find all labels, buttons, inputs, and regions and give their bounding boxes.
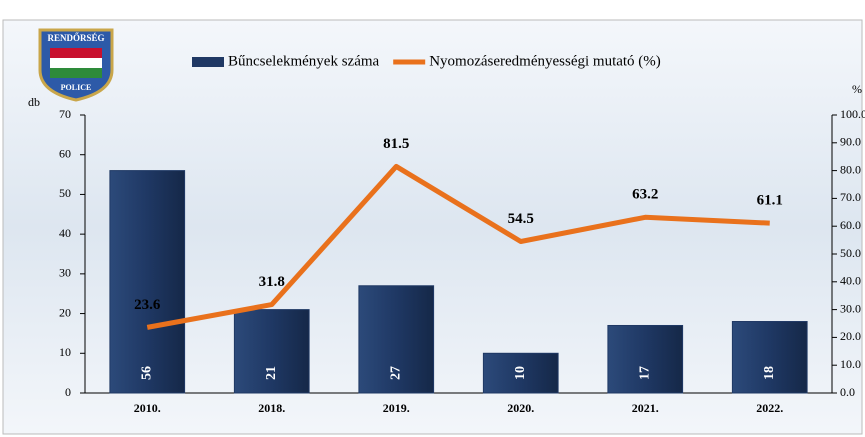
bar-value-label: 17 — [637, 366, 652, 380]
line-value-label: 54.5 — [508, 211, 534, 227]
y2-tick-label: 20.0 — [840, 329, 861, 343]
x-tick-label: 2019. — [383, 401, 410, 415]
y-tick-label: 10 — [59, 345, 71, 359]
line-value-label: 61.1 — [757, 193, 783, 209]
bar — [233, 309, 310, 394]
y2-tick-label: 10.0 — [840, 357, 861, 371]
legend-label: Bűncselekmények száma — [228, 53, 380, 69]
line-value-label: 63.2 — [632, 187, 658, 203]
legend-label: Nyomozáseredményességi mutató (%) — [429, 53, 661, 69]
x-tick-label: 2021. — [632, 401, 659, 415]
y2-tick-label: 100.0 — [840, 107, 865, 121]
y2-axis-label: % — [852, 82, 862, 96]
y-tick-label: 70 — [59, 107, 71, 121]
bar-value-label: 10 — [513, 366, 528, 380]
y-tick-label: 40 — [59, 226, 71, 240]
line-value-label: 23.6 — [134, 297, 161, 313]
y2-tick-label: 50.0 — [840, 246, 861, 260]
y-tick-label: 50 — [59, 186, 71, 200]
y2-tick-label: 60.0 — [840, 218, 861, 232]
y-tick-label: 30 — [59, 266, 71, 280]
y2-tick-label: 90.0 — [840, 135, 861, 149]
bar-value-label: 21 — [264, 366, 279, 380]
line-value-label: 81.5 — [383, 136, 409, 152]
logo-stripe — [50, 58, 102, 68]
logo-text: POLICE — [61, 83, 92, 92]
bar-value-label: 56 — [139, 366, 154, 380]
line — [146, 163, 770, 330]
bar-value-label: 18 — [762, 366, 777, 380]
y2-tick-label: 80.0 — [840, 162, 861, 176]
logo-stripe — [50, 48, 102, 58]
logo: RENDŐRSÉG POLICE — [38, 28, 114, 102]
x-tick-label: 2022. — [756, 401, 783, 415]
bar-value-label: 27 — [388, 366, 403, 380]
y2-tick-label: 30.0 — [840, 301, 861, 315]
y2-tick-label: 70.0 — [840, 190, 861, 204]
x-tick-label: 2010. — [134, 401, 161, 415]
legend-swatch — [192, 57, 224, 67]
bar — [109, 170, 186, 394]
y-tick-label: 60 — [59, 146, 71, 160]
x-tick-label: 2018. — [258, 401, 285, 415]
logo-text: RENDŐRSÉG — [47, 33, 104, 43]
y-axis-label: db — [28, 95, 40, 109]
bar — [482, 352, 559, 394]
y-tick-label: 20 — [59, 305, 71, 319]
y2-tick-label: 0.0 — [840, 385, 855, 399]
logo-stripe — [50, 68, 102, 78]
line-value-label: 31.8 — [259, 274, 285, 290]
y2-tick-label: 40.0 — [840, 274, 861, 288]
bar — [731, 321, 808, 394]
bar — [358, 285, 435, 394]
y-tick-label: 0 — [65, 385, 71, 399]
x-tick-label: 2020. — [507, 401, 534, 415]
bar — [607, 324, 684, 394]
